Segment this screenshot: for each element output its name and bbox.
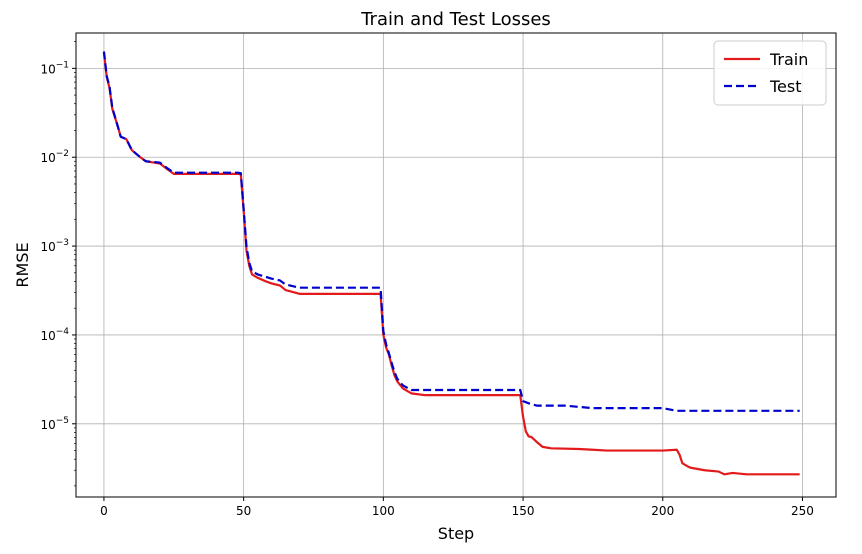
series-line-test bbox=[102, 51, 800, 412]
y-tick-label: 10−5 bbox=[40, 416, 69, 432]
series-line-train bbox=[102, 52, 800, 476]
plot-area-frame bbox=[75, 32, 837, 498]
x-tick-label: 250 bbox=[791, 504, 814, 518]
x-tick-label: 0 bbox=[100, 504, 108, 518]
x-axis-ticks: 0 50 100 150 200 250 bbox=[100, 497, 814, 518]
chart-title: Train and Test Losses bbox=[360, 9, 551, 30]
legend-box bbox=[713, 40, 827, 106]
x-tick-label: 200 bbox=[651, 504, 674, 518]
legend: Train Test bbox=[713, 40, 827, 106]
legend-label-test: Test bbox=[769, 77, 802, 96]
x-tick-label: 50 bbox=[236, 504, 251, 518]
legend-label-train: Train bbox=[769, 50, 808, 69]
y-axis-ticks: 10−5 10−4 10−3 10−2 10−1 bbox=[40, 41, 76, 487]
x-axis-label: Step bbox=[438, 524, 474, 543]
y-tick-label: 10−1 bbox=[40, 60, 69, 76]
x-tick-label: 150 bbox=[512, 504, 535, 518]
y-tick-label: 10−2 bbox=[40, 149, 69, 165]
x-tick-label: 100 bbox=[372, 504, 395, 518]
y-tick-label: 10−4 bbox=[40, 327, 69, 343]
series-lines bbox=[102, 51, 800, 476]
y-tick-label: 10−3 bbox=[40, 238, 69, 254]
grid-lines bbox=[76, 33, 836, 497]
y-axis-label: RMSE bbox=[13, 242, 32, 287]
